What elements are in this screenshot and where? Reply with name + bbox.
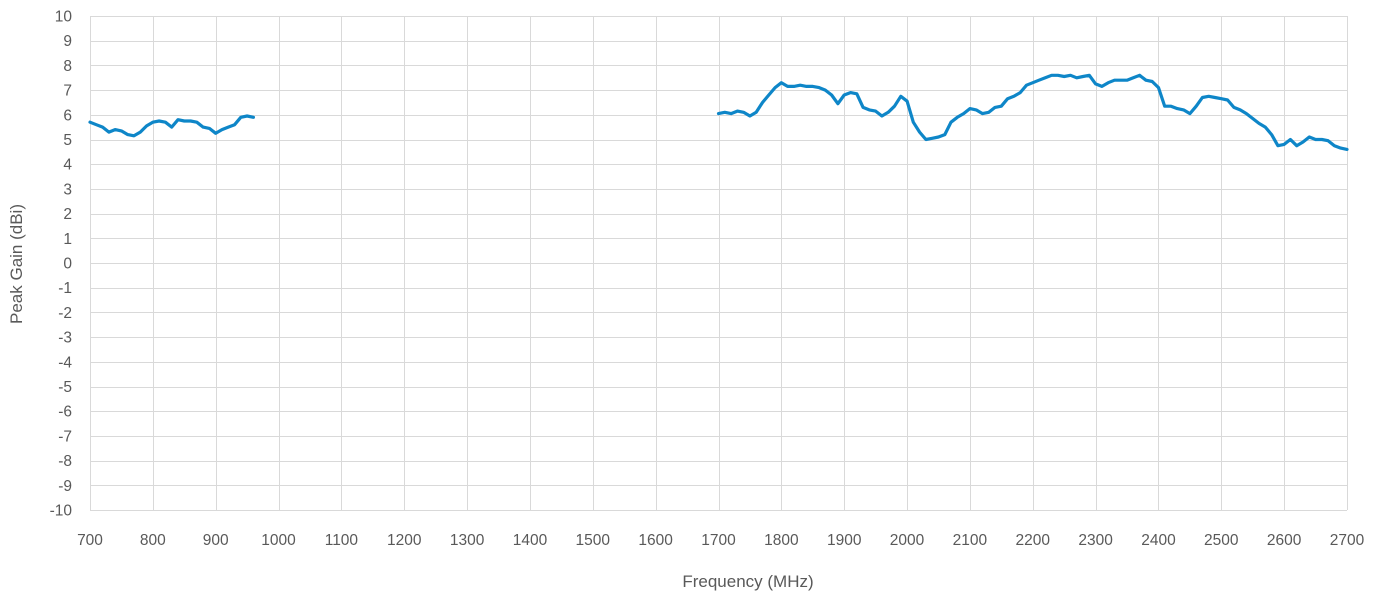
y-tick-label: 4	[63, 157, 72, 174]
x-tick-label: 2000	[890, 532, 925, 549]
y-tick-label: -5	[58, 379, 72, 396]
x-tick-label: 1000	[261, 532, 296, 549]
x-tick-label: 1700	[701, 532, 736, 549]
y-tick-label: 6	[63, 107, 72, 124]
y-tick-label: -1	[58, 280, 72, 297]
x-tick-label: 1200	[387, 532, 422, 549]
x-axis-title: Frequency (MHz)	[682, 572, 813, 591]
y-tick-label: 5	[63, 132, 72, 149]
y-tick-label: -8	[58, 453, 72, 470]
y-tick-label: 7	[63, 83, 72, 100]
y-tick-label: 0	[63, 256, 72, 273]
x-tick-label: 1600	[638, 532, 673, 549]
y-tick-label: 9	[63, 33, 72, 50]
x-tick-label: 2100	[953, 532, 988, 549]
x-tick-label: 2600	[1267, 532, 1302, 549]
x-tick-label: 700	[77, 532, 103, 549]
series-lines	[88, 73, 1349, 151]
y-tick-label: -9	[58, 478, 72, 495]
series-line-segment	[88, 114, 255, 138]
x-tick-labels: 700 800 900 1000 1100 1200 1300 1400 1500 1600 170…	[77, 532, 1365, 549]
grid-lines	[90, 16, 1348, 511]
x-tick-label: 1900	[827, 532, 862, 549]
x-tick-label: 1100	[325, 532, 359, 549]
x-tick-label: 1800	[764, 532, 799, 549]
y-tick-label: -2	[58, 305, 72, 322]
y-tick-label: 3	[63, 181, 72, 198]
y-tick-label: -10	[50, 503, 73, 520]
y-tick-label: -7	[58, 428, 72, 445]
y-tick-label: -4	[58, 354, 72, 371]
x-tick-label: 1500	[576, 532, 611, 549]
y-tick-label: 1	[63, 231, 72, 248]
x-tick-label: 2400	[1141, 532, 1176, 549]
y-tick-label: 8	[63, 58, 72, 75]
x-tick-label: 2200	[1016, 532, 1051, 549]
y-tick-label: -3	[58, 330, 72, 347]
x-tick-label: 1300	[450, 532, 485, 549]
y-axis-title: Peak Gain (dBi)	[7, 204, 26, 324]
x-tick-label: 1400	[513, 532, 548, 549]
x-tick-label: 2700	[1330, 532, 1365, 549]
x-tick-label: 900	[203, 532, 229, 549]
y-tick-label: 10	[55, 9, 73, 26]
y-tick-label: -6	[58, 404, 72, 421]
y-tick-label: 2	[63, 206, 72, 223]
series-line-segment	[716, 73, 1349, 151]
x-tick-label: 2500	[1204, 532, 1239, 549]
x-tick-label: 2300	[1078, 532, 1113, 549]
x-tick-label: 800	[140, 532, 166, 549]
